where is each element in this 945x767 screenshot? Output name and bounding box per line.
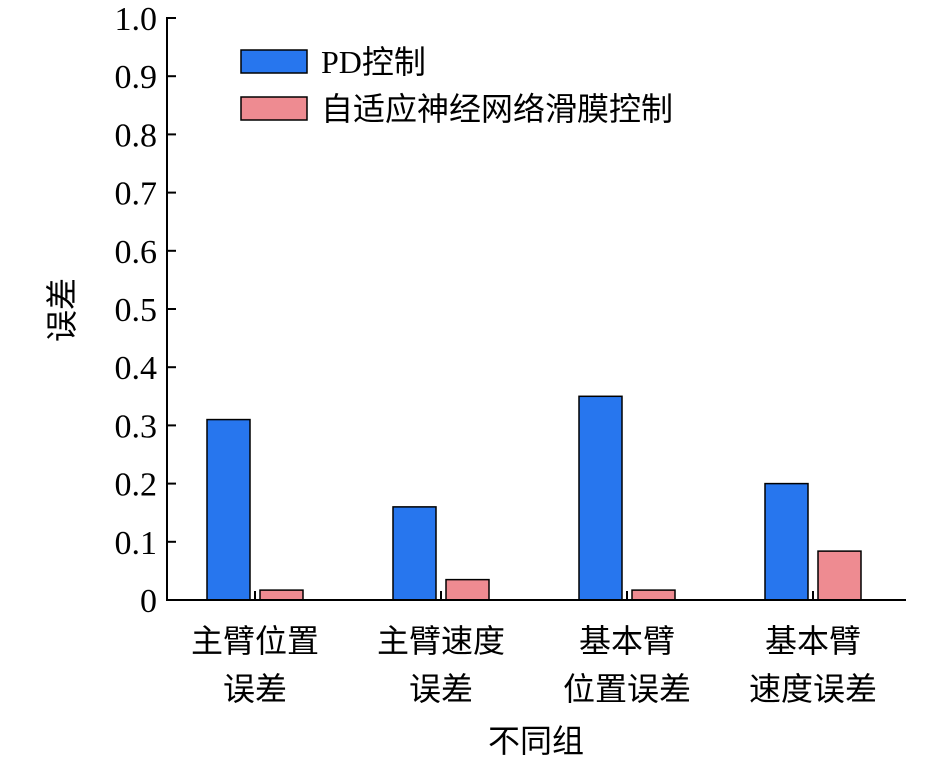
y-tick-label: 1.0 <box>115 1 158 38</box>
bar-adaptive-3 <box>817 550 862 601</box>
x-category-label: 速度误差 <box>749 670 877 708</box>
y-tick-label: 0 <box>140 583 157 620</box>
legend-label-adaptive: 自适应神经网络滑膜控制 <box>321 91 673 127</box>
x-axis-title: 不同组 <box>488 722 584 760</box>
y-axis-title: 误差 <box>43 278 81 342</box>
bar-pd-3 <box>764 482 809 601</box>
x-category-label: 误差 <box>409 670 473 708</box>
x-category-label: 主臂速度 <box>377 622 505 660</box>
x-category-label: 基本臂 <box>579 622 675 660</box>
bar-adaptive-2 <box>631 589 676 601</box>
y-tick-label: 0.3 <box>115 408 158 445</box>
y-ticks-layer: 0 0.1 0.2 0.3 0.4 0.5 0.6 0.7 0.8 0.9 1.0 <box>115 1 176 620</box>
x-category-label: 基本臂 <box>765 622 861 660</box>
y-tick-label: 0.7 <box>115 176 158 213</box>
bar-pd-0 <box>206 418 251 601</box>
y-tick-label: 0.6 <box>115 234 158 271</box>
y-tick-label: 0.1 <box>115 525 158 562</box>
legend: PD控制 自适应神经网络滑膜控制 <box>240 44 673 127</box>
legend-label-pd: PD控制 <box>321 44 426 80</box>
legend-swatch-pd <box>240 49 308 74</box>
x-category-label: 位置误差 <box>563 670 691 708</box>
y-tick-label: 0.5 <box>115 292 158 329</box>
y-tick-label: 0.8 <box>115 117 158 154</box>
bar-adaptive-0 <box>259 589 304 601</box>
x-category-label: 误差 <box>223 670 287 708</box>
bar-pd-1 <box>392 506 437 601</box>
y-tick-label: 0.9 <box>115 59 158 96</box>
bar-adaptive-1 <box>445 578 490 601</box>
y-tick-label: 0.4 <box>115 350 158 387</box>
bars-layer <box>206 395 862 601</box>
x-category-label: 主臂位置 <box>191 622 319 660</box>
y-tick-label: 0.2 <box>115 467 158 504</box>
bar-pd-2 <box>578 395 623 601</box>
legend-swatch-adaptive <box>240 96 308 121</box>
